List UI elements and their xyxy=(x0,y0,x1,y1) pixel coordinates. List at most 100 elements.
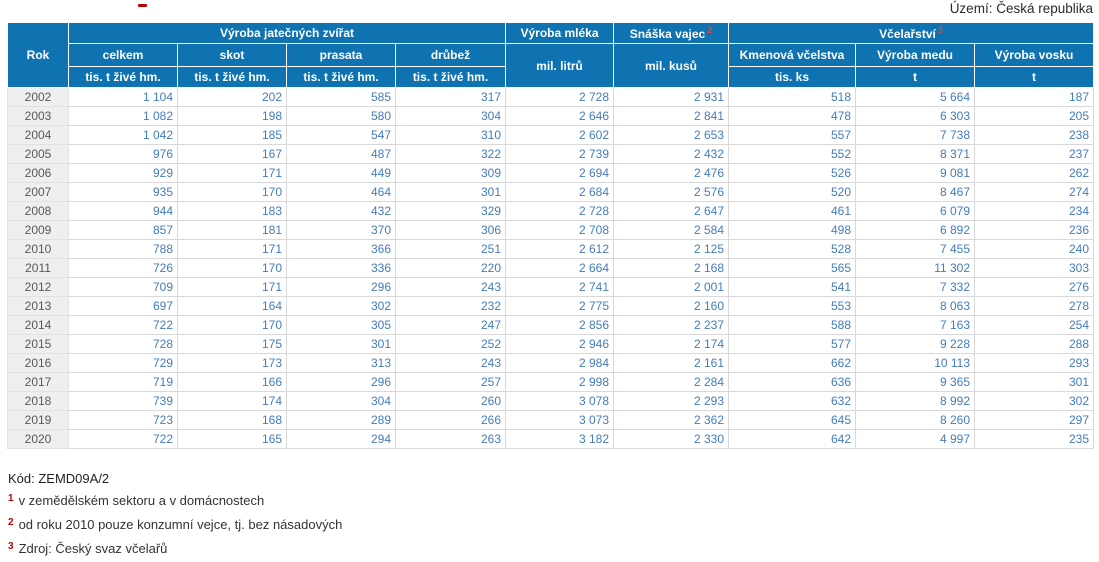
value-cell: 2 476 xyxy=(613,163,729,183)
red-mark-icon xyxy=(138,4,147,7)
table-row: 2011 726 170 336 220 2 664 2 168 565 11 302 303 xyxy=(7,258,1095,278)
value-cell: 557 xyxy=(728,125,856,145)
header-unit-milk: mil. litrů xyxy=(505,43,614,88)
value-cell: 2 647 xyxy=(613,201,729,221)
value-cell: 165 xyxy=(177,429,287,449)
value-cell: 301 xyxy=(286,334,396,354)
table-header: Rok Výroba jatečných zvířat Výroba mléka… xyxy=(7,22,1095,88)
value-cell: 498 xyxy=(728,220,856,240)
value-cell: 520 xyxy=(728,182,856,202)
value-cell: 289 xyxy=(286,410,396,430)
header-rok: Rok xyxy=(7,22,69,88)
value-cell: 310 xyxy=(395,125,506,145)
value-cell: 2 653 xyxy=(613,125,729,145)
table-row: 2005 976 167 487 322 2 739 2 432 552 8 371 237 xyxy=(7,144,1095,164)
value-cell: 2 984 xyxy=(505,353,614,373)
value-cell: 168 xyxy=(177,410,287,430)
value-cell: 175 xyxy=(177,334,287,354)
value-cell: 8 992 xyxy=(855,391,975,411)
value-cell: 274 xyxy=(973,182,1095,202)
value-cell: 7 738 xyxy=(855,125,975,145)
value-cell: 662 xyxy=(728,353,856,373)
year-cell: 2016 xyxy=(7,353,69,373)
value-cell: 3 182 xyxy=(505,429,614,449)
value-cell: 234 xyxy=(973,201,1095,221)
value-cell: 297 xyxy=(973,410,1095,430)
value-cell: 10 113 xyxy=(855,353,975,373)
value-cell: 170 xyxy=(177,182,287,202)
value-cell: 238 xyxy=(973,125,1095,145)
value-cell: 2 584 xyxy=(613,220,729,240)
value-cell: 304 xyxy=(395,106,506,126)
value-cell: 3 078 xyxy=(505,391,614,411)
value-cell: 2 856 xyxy=(505,315,614,335)
value-cell: 3 073 xyxy=(505,410,614,430)
value-cell: 2 284 xyxy=(613,372,729,392)
value-cell: 288 xyxy=(973,334,1095,354)
header-unit-eggs: mil. kusů xyxy=(613,43,729,88)
header-col-honey: Výroba medu xyxy=(855,43,975,67)
value-cell: 728 xyxy=(68,334,178,354)
header-group-beekeeping-label: Včelařství xyxy=(879,27,936,41)
value-cell: 526 xyxy=(728,163,856,183)
value-cell: 240 xyxy=(973,239,1095,259)
value-cell: 723 xyxy=(68,410,178,430)
header-col-celkem: celkem xyxy=(68,43,178,67)
value-cell: 729 xyxy=(68,353,178,373)
year-cell: 2020 xyxy=(7,429,69,449)
value-cell: 4 997 xyxy=(855,429,975,449)
footnote-3: 3 Zdroj: Český svaz včelařů xyxy=(8,538,342,557)
value-cell: 739 xyxy=(68,391,178,411)
value-cell: 309 xyxy=(395,163,506,183)
value-cell: 577 xyxy=(728,334,856,354)
value-cell: 580 xyxy=(286,106,396,126)
value-cell: 293 xyxy=(973,353,1095,373)
value-cell: 185 xyxy=(177,125,287,145)
value-cell: 2 931 xyxy=(613,87,729,107)
value-cell: 2 125 xyxy=(613,239,729,259)
table-row: 2002 1 104 202 585 317 2 728 2 931 518 5 664 187 xyxy=(7,87,1095,107)
value-cell: 1 042 xyxy=(68,125,178,145)
value-cell: 205 xyxy=(973,106,1095,126)
table-code: Kód: ZEMD09A/2 xyxy=(8,471,110,486)
header-col-skot: skot xyxy=(177,43,287,67)
value-cell: 276 xyxy=(973,277,1095,297)
value-cell: 187 xyxy=(973,87,1095,107)
value-cell: 2 684 xyxy=(505,182,614,202)
header-col-wax: Výroba vosku xyxy=(973,43,1095,67)
year-cell: 2018 xyxy=(7,391,69,411)
value-cell: 170 xyxy=(177,315,287,335)
value-cell: 232 xyxy=(395,296,506,316)
header-unit-colonies: tis. ks xyxy=(728,66,856,88)
year-cell: 2012 xyxy=(7,277,69,297)
value-cell: 166 xyxy=(177,372,287,392)
value-cell: 8 371 xyxy=(855,144,975,164)
table-row: 2012 709 171 296 243 2 741 2 001 541 7 332 276 xyxy=(7,277,1095,297)
value-cell: 2 161 xyxy=(613,353,729,373)
year-cell: 2005 xyxy=(7,144,69,164)
value-cell: 632 xyxy=(728,391,856,411)
value-cell: 642 xyxy=(728,429,856,449)
table-row: 2014 722 170 305 247 2 856 2 237 588 7 163 254 xyxy=(7,315,1095,335)
value-cell: 8 260 xyxy=(855,410,975,430)
value-cell: 294 xyxy=(286,429,396,449)
header-group-slaughter: Výroba jatečných zvířat xyxy=(68,22,506,44)
table-row: 2006 929 171 449 309 2 694 2 476 526 9 081 262 xyxy=(7,163,1095,183)
value-cell: 726 xyxy=(68,258,178,278)
value-cell: 719 xyxy=(68,372,178,392)
value-cell: 257 xyxy=(395,372,506,392)
table-row: 2013 697 164 302 232 2 775 2 160 553 8 063 278 xyxy=(7,296,1095,316)
value-cell: 8 063 xyxy=(855,296,975,316)
header-unit-prasata: tis. t živé hm. xyxy=(286,66,396,88)
footnote-1: 1 v zemědělském sektoru a v domácnostech xyxy=(8,490,342,509)
value-cell: 464 xyxy=(286,182,396,202)
value-cell: 317 xyxy=(395,87,506,107)
value-cell: 432 xyxy=(286,201,396,221)
value-cell: 9 081 xyxy=(855,163,975,183)
footnote-3-marker: 3 xyxy=(8,541,14,552)
value-cell: 278 xyxy=(973,296,1095,316)
header-group-beekeeping: Včelařství 3 xyxy=(727,22,1095,44)
value-cell: 935 xyxy=(68,182,178,202)
value-cell: 2 293 xyxy=(613,391,729,411)
value-cell: 296 xyxy=(286,372,396,392)
